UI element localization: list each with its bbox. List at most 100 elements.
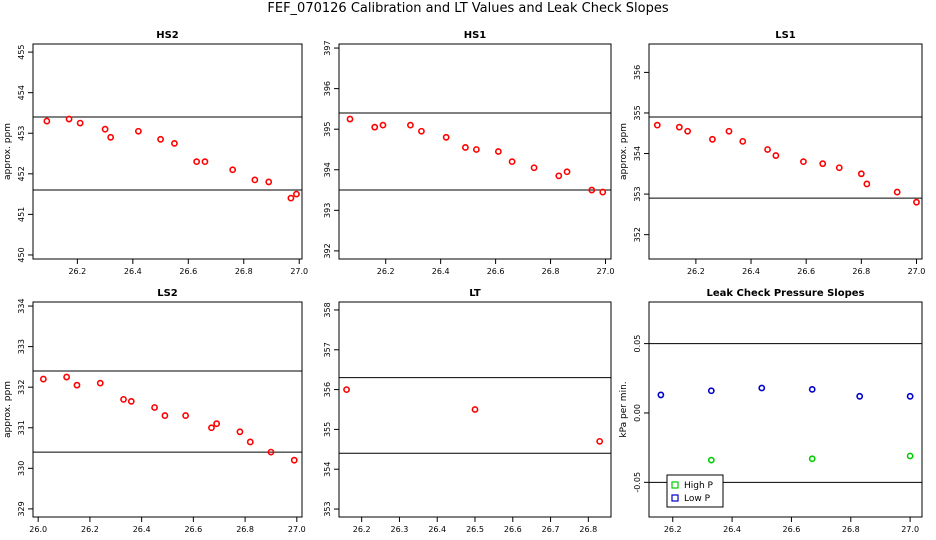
- data-point: [343, 386, 350, 393]
- data-point: [371, 123, 379, 131]
- x-tick-label: 26.2: [353, 525, 371, 534]
- data-point: [764, 146, 771, 153]
- data-point: [707, 387, 715, 395]
- x-tick-label: 26.7: [542, 525, 560, 534]
- data-point: [96, 379, 104, 387]
- y-tick-label: 358: [323, 302, 332, 317]
- x-tick-label: 27.0: [901, 525, 919, 534]
- chart-panel-1: HS2 approx. ppm 26.2 26.4 26.6 26.8 27.0 450 451…: [3, 30, 308, 276]
- y-tick-label: 354: [323, 462, 332, 477]
- chart-title: HS2: [156, 30, 179, 41]
- legend-marker: [671, 481, 679, 489]
- y-axis-label: approx. ppm: [3, 381, 13, 438]
- y-tick-label: 354: [633, 146, 642, 161]
- x-tick-label: 27.0: [908, 267, 926, 276]
- x-tick-label: 26.2: [68, 267, 86, 276]
- y-tick-label: 352: [633, 227, 642, 242]
- data-point: [856, 392, 864, 400]
- y-tick-label: 452: [17, 166, 26, 181]
- legend-label: Low P: [684, 494, 711, 504]
- data-point: [182, 412, 190, 419]
- chart-title: LS1: [775, 30, 796, 41]
- data-point: [772, 152, 780, 159]
- x-tick-label: 26.8: [235, 267, 253, 276]
- y-tick-label: 397: [323, 40, 332, 55]
- data-point: [863, 180, 871, 188]
- legend-label: High P: [684, 481, 714, 491]
- data-point: [835, 164, 843, 172]
- x-tick-label: 26.3: [391, 525, 409, 534]
- data-point: [675, 123, 683, 131]
- y-tick-label: 355: [633, 105, 642, 120]
- data-point: [171, 139, 178, 147]
- x-tick-label: 26.2: [664, 525, 682, 534]
- chart-title: LS2: [157, 288, 178, 299]
- data-point: [588, 186, 596, 194]
- data-point: [739, 137, 747, 145]
- data-point: [442, 133, 450, 141]
- y-tick-label: 450: [17, 247, 26, 262]
- y-tick-label: 0.05: [633, 335, 642, 353]
- y-tick-label: 356: [633, 65, 642, 80]
- chart-panel-3: LS1 approx. ppm 26.2 26.4 26.6 26.8 27.0 352 353…: [619, 30, 925, 276]
- data-point: [472, 146, 480, 153]
- x-tick-label: 26.6: [184, 525, 202, 534]
- data-point: [653, 121, 661, 129]
- x-tick-label: 27.0: [597, 267, 615, 276]
- data-point: [596, 437, 604, 445]
- page-title: FEF_070126 Calibration and LT Values and…: [267, 1, 669, 16]
- y-tick-label: 453: [17, 126, 26, 141]
- data-point: [127, 397, 135, 405]
- data-point: [808, 385, 816, 393]
- x-tick-label: 26.4: [432, 267, 450, 276]
- data-point: [246, 438, 254, 446]
- data-point: [120, 395, 127, 403]
- data-point: [101, 125, 109, 133]
- y-tick-label: 455: [17, 44, 26, 59]
- x-tick-label: 26.2: [81, 525, 99, 534]
- data-point: [819, 160, 827, 168]
- y-tick-label: 353: [633, 186, 642, 201]
- data-point: [201, 158, 209, 166]
- data-point: [287, 194, 295, 202]
- data-point: [379, 121, 387, 129]
- y-tick-label: 334: [17, 298, 26, 313]
- y-axis-label: approx. ppm: [619, 123, 629, 180]
- x-tick-label: 26.8: [579, 525, 597, 534]
- y-tick-label: 355: [323, 422, 332, 437]
- plot-frame: [338, 43, 612, 260]
- data-point: [657, 391, 665, 399]
- data-point: [471, 406, 479, 413]
- legend-marker: [671, 494, 679, 502]
- data-point: [213, 420, 221, 428]
- legend-box: [666, 474, 724, 508]
- x-tick-label: 26.6: [487, 267, 505, 276]
- data-point: [134, 127, 142, 135]
- y-tick-label: 357: [323, 342, 332, 357]
- y-tick-label: 392: [323, 243, 332, 258]
- chart-panel-2: HS1 26.2 26.4 26.6 26.8 27.0 392 393 394 395 396 39…: [323, 30, 614, 276]
- data-point: [73, 381, 81, 389]
- data-point: [599, 188, 607, 196]
- y-tick-label: 331: [17, 420, 26, 435]
- y-axis-label: kPa per min.: [619, 381, 629, 437]
- x-tick-label: 26.8: [852, 267, 870, 276]
- x-tick-label: 26.6: [797, 267, 815, 276]
- y-tick-label: 353: [323, 501, 332, 516]
- y-tick-label: 0.00: [633, 404, 642, 422]
- y-tick-label: 396: [323, 81, 332, 96]
- data-point: [293, 190, 300, 198]
- plot-frame: [338, 301, 612, 518]
- data-point: [461, 144, 469, 151]
- data-point: [707, 456, 715, 464]
- x-tick-label: 26.8: [542, 267, 560, 276]
- data-point: [346, 115, 354, 123]
- data-point: [63, 373, 71, 381]
- data-point: [151, 404, 158, 411]
- chart-title: LT: [469, 288, 481, 299]
- data-point: [906, 392, 914, 400]
- data-point: [65, 115, 73, 123]
- y-tick-label: 394: [323, 162, 332, 177]
- x-tick-label: 26.4: [723, 525, 741, 534]
- data-point: [229, 166, 237, 174]
